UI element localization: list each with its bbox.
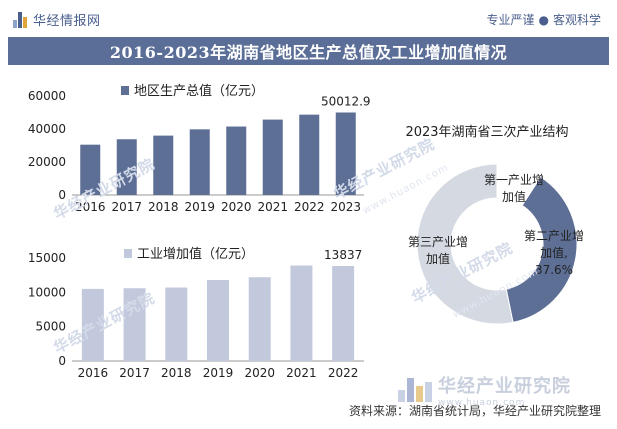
donut-slice — [416, 163, 514, 325]
data-label: 50012.9 — [321, 94, 371, 108]
x-tick-label: 2023 — [330, 200, 361, 214]
slogan-left: 专业严谨 — [486, 13, 535, 27]
legend-label: 工业增加值（亿元） — [137, 246, 254, 262]
bar — [207, 279, 229, 361]
donut-slice-label: 第三产业增 — [408, 235, 468, 249]
x-tick-label: 2017 — [111, 200, 142, 214]
x-tick-label: 2018 — [161, 366, 192, 380]
corner-logo-url: www.huaon.com — [438, 398, 526, 408]
y-tick-label: 40000 — [28, 122, 66, 136]
bar — [189, 129, 210, 195]
legend-swatch — [121, 86, 129, 95]
bar — [123, 288, 146, 361]
x-tick-label: 2020 — [221, 200, 252, 214]
x-tick-label: 2022 — [294, 200, 325, 214]
top-bar: 华经情报网 专业严谨 ● 客观科学 — [0, 0, 617, 36]
bar — [165, 287, 188, 361]
slogan-separator: ● — [538, 13, 549, 27]
x-tick-label: 2019 — [203, 366, 234, 380]
bar — [81, 288, 104, 361]
donut-slice-label: 第一产业增 — [484, 173, 544, 187]
title-bar: 2016-2023年湖南省地区生产总值及工业增加值情况 — [8, 37, 609, 65]
bar — [226, 126, 247, 195]
x-tick-label: 2016 — [78, 366, 109, 380]
brand-logo-icon — [13, 11, 27, 28]
y-tick-label: 15000 — [28, 251, 66, 265]
donut-slice-label: 加值 — [426, 251, 450, 266]
x-tick-label: 2017 — [119, 366, 150, 380]
corner-logo-name: 华经产业研究院 — [438, 376, 571, 397]
footer: 资料来源：湖南省统计局，华经产业研究院整理 — [0, 400, 617, 429]
y-tick-label: 20000 — [28, 155, 66, 169]
bar — [335, 112, 356, 195]
legend-swatch — [124, 249, 132, 258]
industry-bar-chart: 0 5000 10000 15000 工业增加值（亿元） 2016 2017 2018 2019… — [28, 246, 364, 380]
gdp-bar-chart: 0 20000 40000 60000 地区生产总值（亿元） 2016 2017 2018 20… — [28, 83, 371, 214]
slogan-right: 客观科学 — [552, 13, 601, 27]
bar — [80, 144, 101, 195]
donut-slice-label: 加值, — [540, 245, 568, 260]
x-tick-label: 2016 — [75, 200, 106, 214]
y-tick-label: 0 — [58, 354, 66, 368]
legend-label: 地区生产总值（亿元） — [134, 83, 264, 99]
y-tick-label: 60000 — [28, 89, 66, 103]
bar — [299, 114, 320, 195]
donut-title: 2023年湖南省三次产业结构 — [405, 124, 568, 140]
bar — [116, 139, 137, 195]
x-tick-label: 2019 — [184, 200, 215, 214]
bar — [332, 265, 355, 361]
source-note: 资料来源：湖南省统计局，华经产业研究院整理 — [348, 404, 601, 418]
bar — [262, 119, 283, 195]
y-tick-label: 10000 — [28, 285, 66, 299]
data-label: 13837 — [324, 248, 362, 262]
chart-panel: 0 20000 40000 60000 地区生产总值（亿元） 2016 2017 2018 20… — [8, 66, 609, 400]
donut-slice-label: 加值 — [502, 189, 526, 204]
brand-name: 华经情报网 — [33, 14, 101, 29]
corner-logo: 华经产业研究院 www.huaon.com — [398, 372, 571, 408]
x-tick-label: 2021 — [286, 366, 317, 380]
y-tick-label: 0 — [58, 188, 66, 202]
industry-structure-donut: 2023年湖南省三次产业结构第一产业增加值第二产业增加值,37.6%第三产业增加… — [405, 124, 584, 325]
donut-slice-label: 37.6% — [535, 263, 573, 277]
x-tick-label: 2020 — [244, 366, 275, 380]
donut-slice-label: 第二产业增 — [524, 229, 584, 243]
chart-title: 2016-2023年湖南省地区生产总值及工业增加值情况 — [109, 43, 508, 62]
slogan: 专业严谨 ● 客观科学 — [486, 11, 601, 28]
bar — [248, 277, 271, 361]
bar — [153, 135, 174, 195]
bar — [290, 265, 313, 361]
donut-slice — [505, 176, 578, 323]
brand: 华经情报网 — [13, 10, 101, 29]
x-tick-label: 2021 — [257, 200, 288, 214]
x-tick-label: 2018 — [148, 200, 179, 214]
corner-logo-icon — [398, 378, 432, 402]
y-tick-label: 5000 — [35, 320, 66, 334]
x-tick-label: 2022 — [328, 366, 359, 380]
